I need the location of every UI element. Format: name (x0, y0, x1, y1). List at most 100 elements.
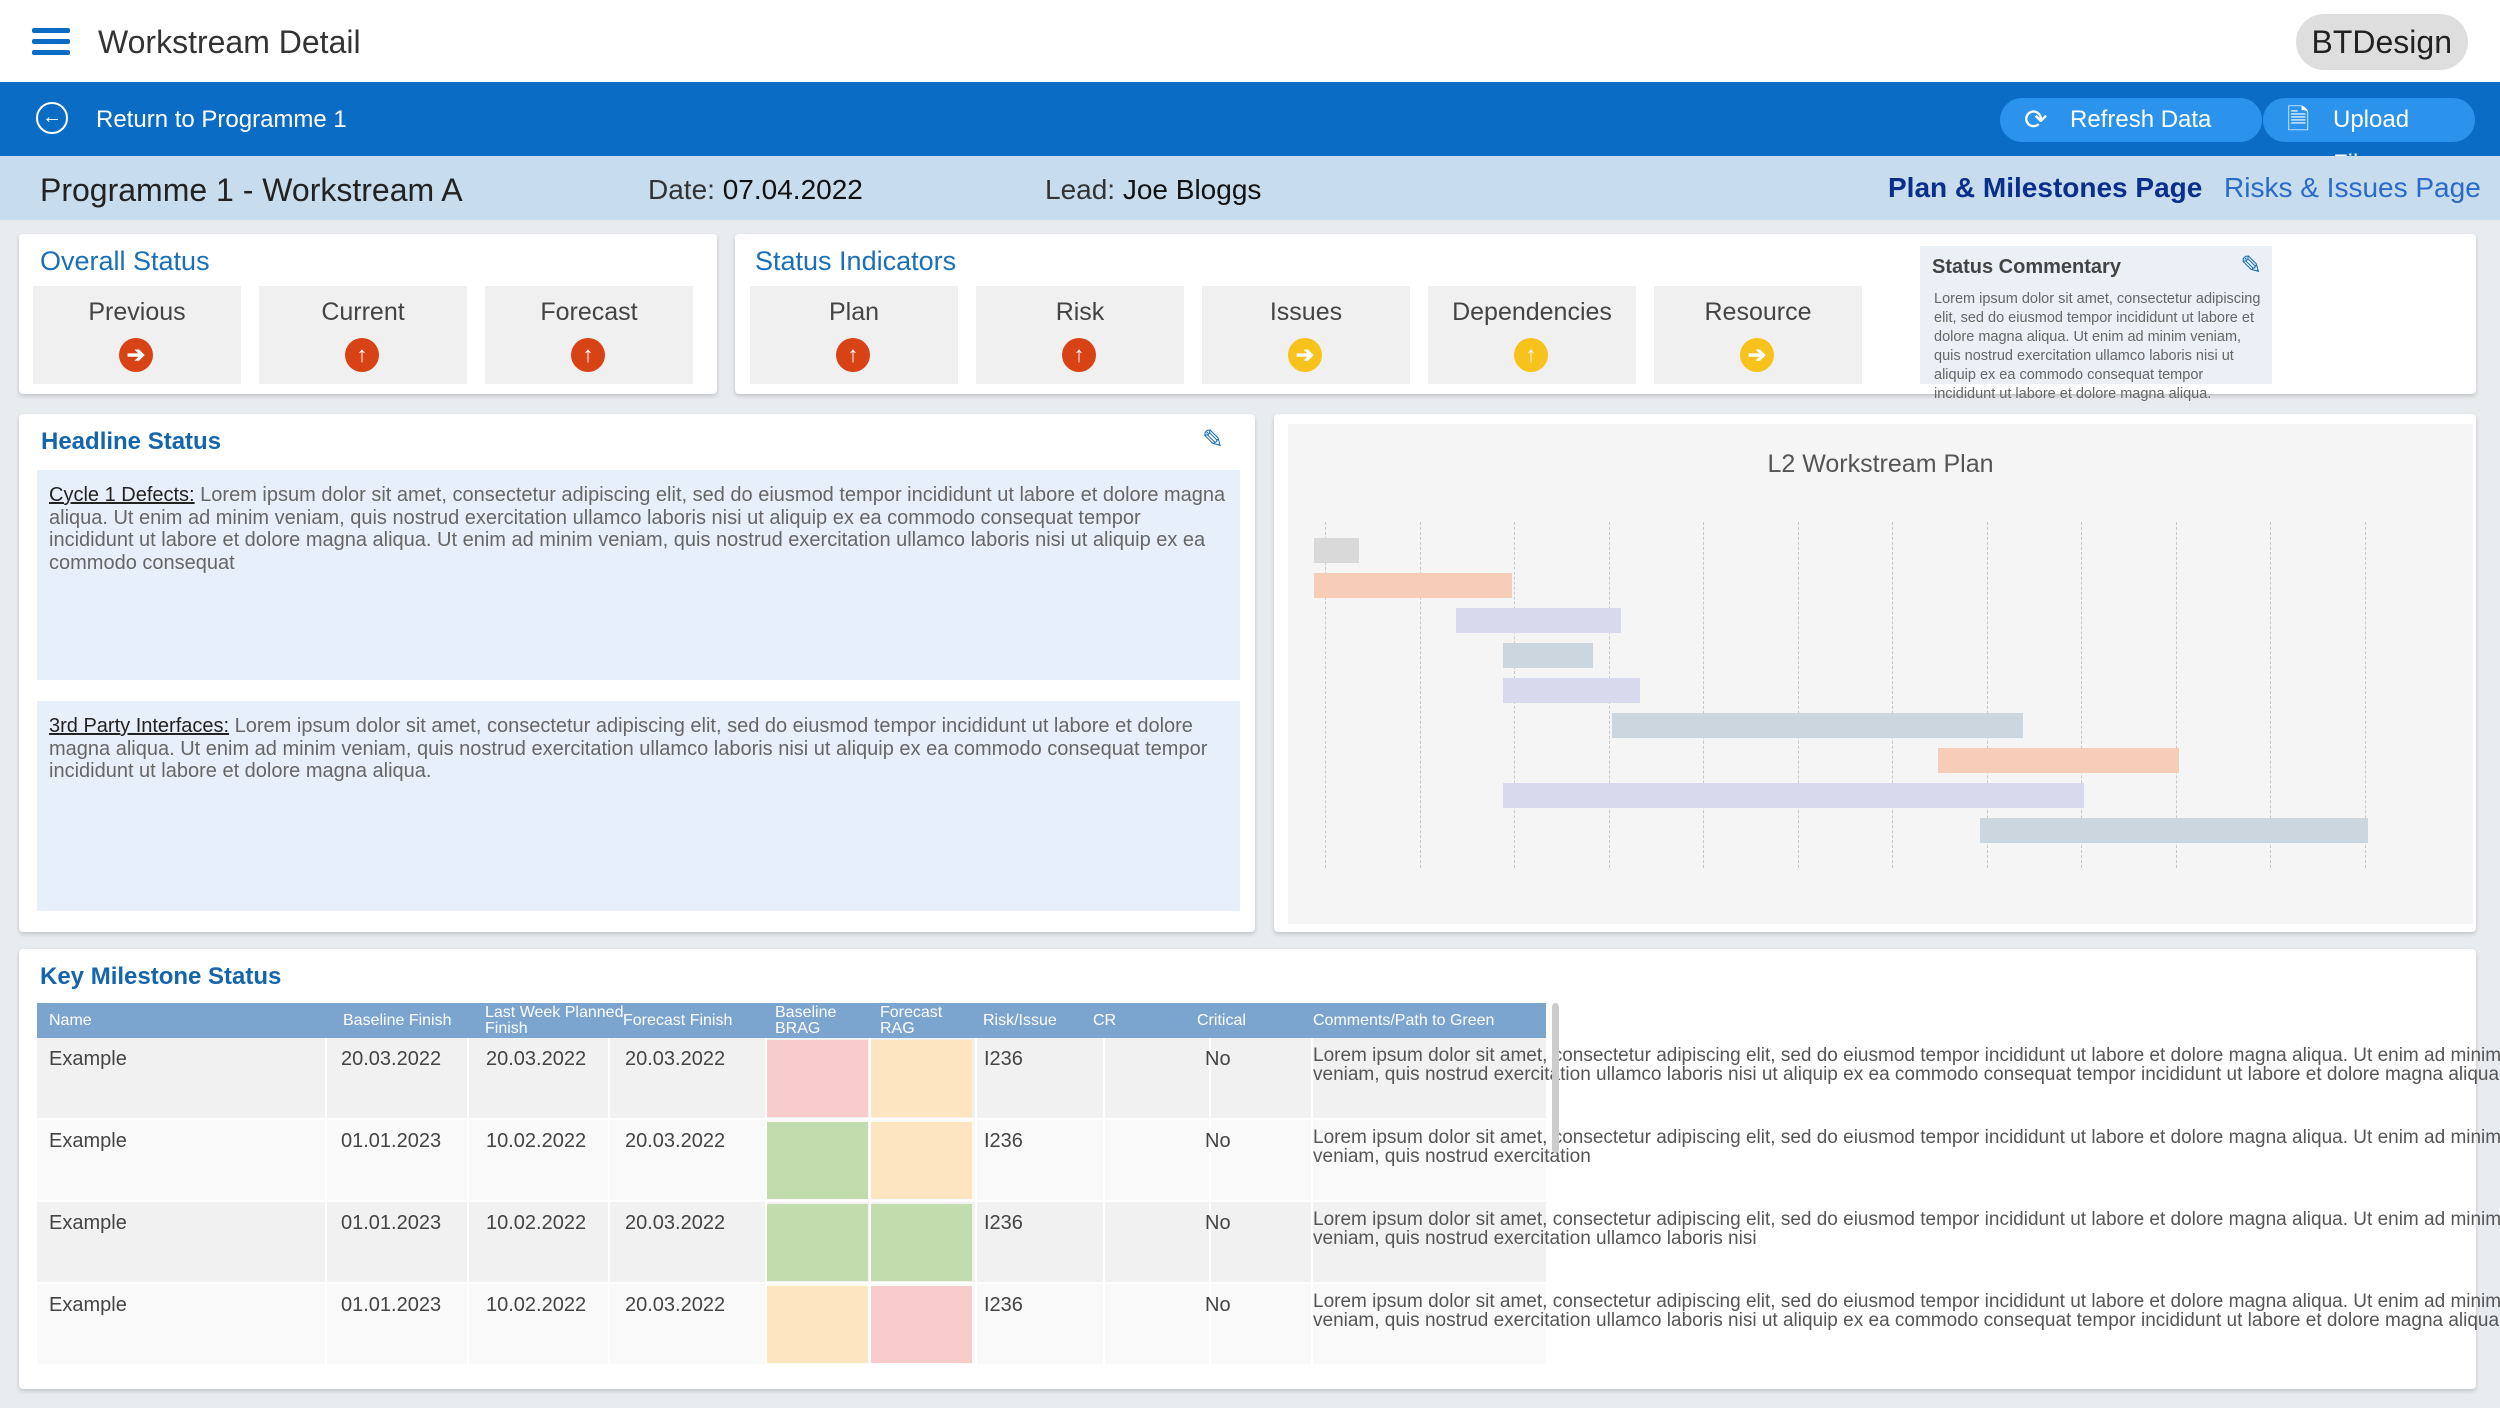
column-divider (608, 1038, 610, 1118)
critical-cell: No (1205, 1130, 1231, 1152)
column-header: CR (1093, 1012, 1117, 1029)
risks-issues-link[interactable]: Risks & Issues Page (2224, 172, 2481, 203)
comment-cell: Lorem ipsum dolor sit amet, consectetur … (1313, 1291, 2500, 1331)
column-divider (608, 1202, 610, 1282)
risk-issue-cell: I236 (984, 1212, 1023, 1234)
headline-status-title: Headline Status (41, 428, 222, 455)
baseline-finish-cell: 20.03.2022 (341, 1048, 442, 1070)
gantt-bar[interactable] (1980, 818, 2368, 843)
edit-pencil-icon[interactable]: ✎ (2240, 250, 2262, 280)
status-tile-previous: Previous ➔ (33, 286, 241, 384)
status-tile-label: Forecast (540, 298, 638, 326)
column-divider (765, 1038, 767, 1118)
status-arrow-icon: ↑ (345, 338, 379, 372)
column-divider (467, 1038, 469, 1118)
last-week-finish-cell: 10.02.2022 (486, 1130, 587, 1152)
plan-milestones-link[interactable]: Plan & Milestones Page (1888, 172, 2203, 203)
status-commentary-title: Status Commentary (1932, 256, 2121, 278)
return-link[interactable]: Return to Programme 1 (96, 106, 347, 133)
headline-block-cycle1: Cycle 1 Defects: Lorem ipsum dolor sit a… (37, 470, 1240, 680)
refresh-data-button[interactable]: ⟳ Refresh Data (2000, 98, 2262, 142)
forecast-finish-cell: 20.03.2022 (625, 1212, 726, 1234)
gantt-gridline (2081, 522, 2082, 868)
column-divider (869, 1038, 871, 1118)
status-indicators-title: Status Indicators (755, 246, 957, 276)
column-header: Critical (1197, 1012, 1246, 1029)
forecast-finish-cell: 20.03.2022 (625, 1048, 726, 1070)
baseline-finish-cell: 01.01.2023 (341, 1294, 442, 1316)
column-header: Baseline Finish (343, 1012, 452, 1029)
status-commentary-text: Lorem ipsum dolor sit amet, consectetur … (1934, 291, 2261, 402)
headline-text: Lorem ipsum dolor sit amet, consectetur … (49, 715, 1208, 782)
gantt-gridline (1703, 522, 1704, 868)
table-row[interactable]: Example 01.01.2023 10.02.2022 20.03.2022 I23… (37, 1284, 2500, 1364)
edit-pencil-icon[interactable]: ✎ (1202, 424, 1224, 454)
table-header: Name Baseline Finish Last Week Planned F… (37, 1003, 1546, 1038)
baseline-brag-cell (767, 1040, 868, 1117)
column-divider (975, 1202, 977, 1282)
column-divider (1103, 1120, 1105, 1200)
column-divider (1209, 1284, 1211, 1364)
gantt-bar[interactable] (1937, 748, 2179, 773)
name-cell: Example (49, 1048, 127, 1070)
column-divider (869, 1120, 871, 1200)
gantt-bar[interactable] (1611, 713, 2023, 738)
status-arrow-icon: ➔ (1740, 338, 1774, 372)
gantt-bar[interactable] (1455, 608, 1622, 633)
status-tile-label: Issues (1269, 298, 1343, 326)
column-divider (1311, 1284, 1313, 1364)
brand-badge[interactable]: BTDesign (2295, 14, 2468, 70)
table-row[interactable]: Example 20.03.2022 20.03.2022 20.03.2022 I23… (37, 1038, 2500, 1118)
column-divider (765, 1120, 767, 1200)
gantt-gridline (2270, 522, 2271, 868)
gantt-bar[interactable] (1503, 678, 1641, 703)
name-cell: Example (49, 1212, 127, 1234)
column-divider (608, 1120, 610, 1200)
status-arrow-icon: ➔ (119, 338, 153, 372)
name-cell: Example (49, 1130, 127, 1152)
column-divider (325, 1202, 327, 1282)
baseline-finish-cell: 01.01.2023 (341, 1130, 442, 1152)
gantt-bar[interactable] (1314, 573, 1513, 598)
gantt-bar[interactable] (1314, 538, 1360, 563)
overall-status-card: Overall Status Previous ➔ Current ↑ Forecast… (19, 234, 717, 394)
date-info: Date: 07.04.2022 (648, 174, 863, 206)
forecast-rag-cell (871, 1204, 972, 1281)
status-tile-label: Dependencies (1452, 298, 1612, 326)
upload-file-button[interactable]: 🗎 Upload File (2263, 98, 2475, 177)
gantt-bar[interactable] (1503, 783, 2085, 808)
last-week-finish-cell: 10.02.2022 (486, 1294, 587, 1316)
column-header: Comments/Path to Green (1313, 1012, 1495, 1029)
app-title: Workstream Detail (98, 24, 361, 60)
table-row[interactable]: Example 01.01.2023 10.02.2022 20.03.2022 I23… (37, 1120, 2500, 1200)
column-divider (1311, 1120, 1313, 1200)
overall-status-title: Overall Status (40, 246, 210, 276)
back-arrow-icon[interactable]: ← (36, 102, 68, 134)
upload-file-icon: 🗎 (2287, 104, 2310, 135)
risk-issue-cell: I236 (984, 1048, 1023, 1070)
gantt-gridline (2175, 522, 2177, 868)
critical-cell: No (1205, 1294, 1231, 1316)
status-tile-label: Resource (1704, 298, 1812, 326)
column-header: Baseline BRAG (775, 1004, 837, 1037)
column-divider (467, 1202, 469, 1282)
menu-icon[interactable] (32, 28, 70, 56)
headline-status-card: Headline Status ✎ Cycle 1 Defects: Lorem… (19, 414, 1255, 932)
gantt-bar[interactable] (1503, 643, 1593, 668)
info-bar: Programme 1 - Workstream A Date: 07.04.2… (0, 156, 2500, 220)
gantt-gridline (1797, 522, 1799, 868)
column-divider (869, 1202, 871, 1282)
comment-cell: Lorem ipsum dolor sit amet, consectetur … (1313, 1127, 2500, 1167)
status-indicators-card: Status Indicators Plan ↑ Risk ↑ Issues ➔ Depen… (735, 234, 2476, 402)
date-value: 07.04.2022 (722, 174, 863, 205)
headline-heading: 3rd Party Interfaces: (49, 715, 230, 737)
column-divider (1103, 1038, 1105, 1118)
milestone-status-title: Key Milestone Status (40, 963, 282, 990)
table-scrollbar[interactable] (1552, 1003, 1559, 1153)
table-row[interactable]: Example 01.01.2023 10.02.2022 20.03.2022 I23… (37, 1202, 2500, 1282)
column-header: Forecast RAG (880, 1004, 943, 1037)
status-tile-label: Risk (1055, 298, 1105, 326)
column-divider (975, 1120, 977, 1200)
status-tile-forecast: Forecast ↑ (485, 286, 693, 384)
gantt-gridline (1986, 522, 1988, 868)
